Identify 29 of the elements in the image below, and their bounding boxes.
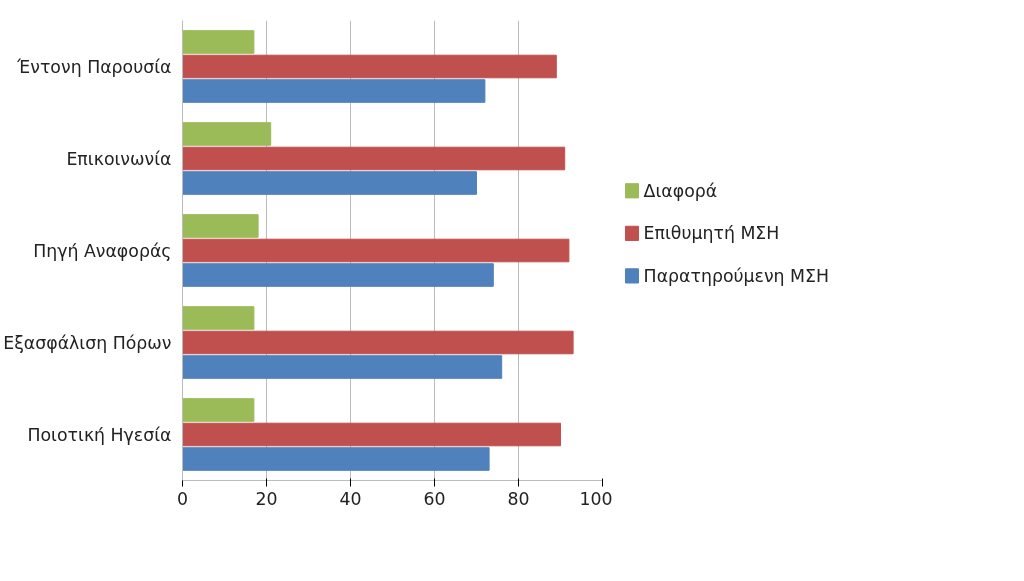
bar (182, 330, 574, 355)
bar (182, 238, 570, 263)
bar (182, 306, 255, 330)
bar (182, 79, 486, 103)
bar (182, 214, 259, 238)
bar (182, 398, 255, 422)
x-tick-label: 20 (255, 488, 278, 509)
bar (182, 355, 503, 379)
x-tick-label: 80 (507, 488, 530, 509)
bar (182, 422, 561, 447)
y-tick-label: Εξασφάλιση Πόρων (3, 332, 172, 353)
y-tick-label: Ποιοτική Ηγεσία (27, 424, 172, 445)
legend-label: Διαφορά (643, 180, 718, 201)
y-tick-label: Επικοινωνία (66, 148, 172, 169)
y-tick-label: Πηγή Αναφοράς (33, 240, 172, 261)
x-tick-label: 60 (423, 488, 446, 509)
bar (182, 447, 490, 471)
bar (182, 54, 557, 79)
bar (182, 171, 477, 195)
bar (182, 30, 255, 54)
legend-label: Επιθυμητή ΜΣΗ (643, 223, 780, 244)
x-tick-label: 40 (339, 488, 362, 509)
bar (182, 122, 272, 146)
legend-label: Παρατηρούμενη ΜΣΗ (643, 265, 830, 286)
bar (182, 263, 494, 287)
y-tick-label: Έντονη Παρουσία (16, 56, 172, 77)
x-tick-label: 0 (176, 488, 189, 509)
x-tick-label: 100 (579, 488, 613, 509)
bar (182, 146, 566, 171)
